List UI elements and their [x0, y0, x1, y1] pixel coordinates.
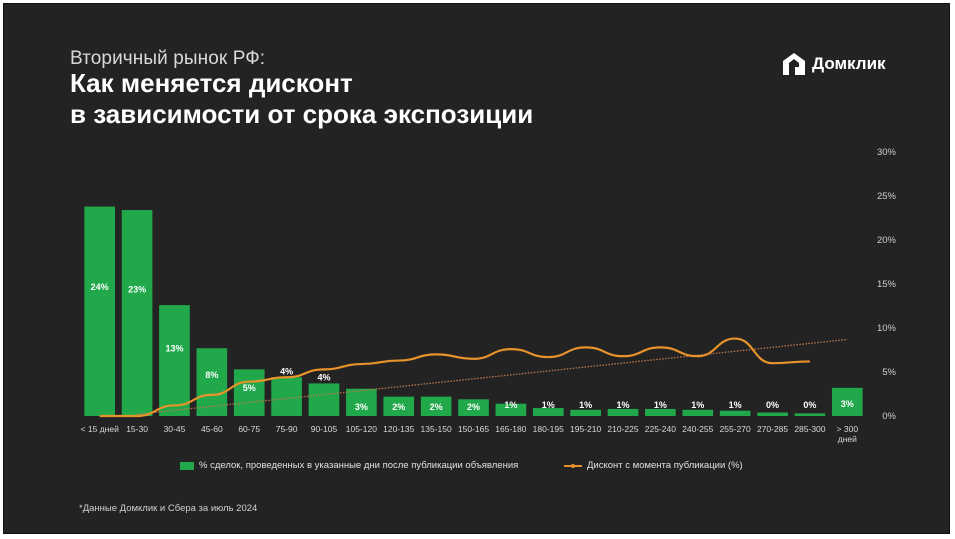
domclick-logo: Домклик [782, 52, 886, 76]
x-tick-label: 165-180 [495, 424, 526, 434]
bar-data-label: 3% [355, 402, 368, 412]
legend-label-bars: % сделок, проведенных в указанные дни по… [199, 460, 519, 471]
legend-item-line: Дисконт с момента публикации (%) [564, 460, 743, 471]
bar-data-label: 2% [430, 402, 443, 412]
x-tick-label: 135-150 [421, 424, 452, 434]
bar [645, 408, 676, 416]
bar-data-label: 1% [542, 400, 555, 410]
bar-data-label: 2% [392, 402, 405, 412]
bar-data-label: 5% [243, 383, 256, 393]
bar-line-chart: 0% 5% 10% 15% 20% 25% 30% 24% 23% 13% 8% 5% 4% 4% 3% 2%… [81, 147, 897, 444]
x-tick-label: 150-165 [458, 424, 489, 434]
bar [84, 206, 116, 416]
bar-data-label: 1% [691, 400, 704, 410]
chart-title-line-1: Как меняется дисконт [70, 68, 353, 98]
bar [757, 412, 788, 416]
bar-data-label: 4% [317, 372, 330, 382]
y-tick-label: 5% [882, 367, 896, 378]
bar [495, 403, 527, 416]
bar [159, 305, 190, 416]
bar-data-label: 13% [165, 343, 183, 353]
legend-bar-swatch [180, 461, 194, 470]
bar [196, 348, 228, 416]
x-tick-label: 90-105 [311, 424, 338, 434]
y-tick-label: 0% [882, 411, 896, 422]
bar-data-label: 2% [467, 402, 480, 412]
y-tick-label: 15% [877, 279, 897, 290]
x-tick-label: > 300 дней [837, 424, 859, 444]
bar-data-label: 1% [729, 400, 742, 410]
bar [532, 408, 564, 416]
bar [570, 409, 601, 416]
bar-data-label: 23% [128, 284, 146, 294]
legend-label-line: Дисконт с момента публикации (%) [587, 460, 743, 471]
bar [607, 408, 639, 416]
x-tick-label: 285-300 [794, 424, 825, 434]
y-tick-label: 10% [877, 323, 897, 334]
bar [831, 387, 863, 416]
x-tick-label-line: > 300 [837, 424, 859, 434]
bar [271, 377, 302, 416]
bar-data-label: 1% [579, 400, 592, 410]
bar-data-label: 1% [504, 400, 517, 410]
chart-frame: Вторичный рынок РФ: Как меняется дисконт… [3, 3, 950, 534]
x-tick-label: 225-240 [645, 424, 676, 434]
bar [794, 413, 826, 416]
bar [308, 383, 340, 416]
bar [121, 210, 153, 416]
x-tick-label: 45-60 [201, 424, 223, 434]
x-tick-label: 195-210 [570, 424, 601, 434]
bar [719, 410, 751, 416]
chart-title: Как меняется дисконт в зависимости от ср… [70, 68, 533, 130]
bar-data-label: 0% [766, 400, 779, 410]
trend-line [137, 338, 848, 415]
x-tick-label: 270-285 [757, 424, 788, 434]
bar-data-label: 3% [841, 399, 854, 409]
x-tick-label: 240-255 [682, 424, 713, 434]
y-tick-label: 25% [877, 191, 897, 202]
bar [383, 396, 415, 416]
bar [458, 399, 489, 416]
bar [420, 396, 452, 416]
bar [682, 409, 714, 416]
bar-data-label: 0% [803, 400, 816, 410]
x-tick-label: 30-45 [164, 424, 186, 434]
bar-data-label: 1% [617, 400, 630, 410]
logo-text: Домклик [812, 54, 886, 73]
x-tick-label-line: дней [838, 434, 857, 444]
y-tick-label: 30% [877, 147, 897, 158]
legend-item-bars: % сделок, проведенных в указанные дни по… [180, 460, 518, 471]
x-tick-label: 15-30 [126, 424, 148, 434]
bar [346, 388, 377, 416]
x-tick-label: 180-195 [533, 424, 564, 434]
bar-data-label: 8% [205, 370, 218, 380]
x-tick-label: 120-135 [383, 424, 414, 434]
x-tick-label: 75-90 [276, 424, 298, 434]
domclick-house-logo-icon [783, 53, 805, 75]
discount-line [99, 337, 810, 418]
bar-data-label: 1% [654, 400, 667, 410]
chart-subtitle: Вторичный рынок РФ: [70, 48, 266, 69]
x-tick-label: 255-270 [720, 424, 751, 434]
bar-data-label: 24% [91, 282, 109, 292]
x-tick-label: < 15 дней [81, 424, 120, 434]
legend: % сделок, проведенных в указанные дни по… [4, 460, 949, 478]
footnote: *Данные Домклик и Сбера за июль 2024 [79, 503, 258, 514]
y-tick-label: 20% [877, 235, 897, 246]
legend-line-swatch [564, 463, 582, 468]
x-tick-label: 210-225 [607, 424, 638, 434]
bar [233, 369, 265, 416]
chart-title-line-2: в зависимости от срока экспозиции [70, 99, 534, 129]
x-tick-label: 105-120 [346, 424, 377, 434]
bar-data-label: 4% [280, 366, 293, 376]
x-tick-label: 60-75 [238, 424, 260, 434]
